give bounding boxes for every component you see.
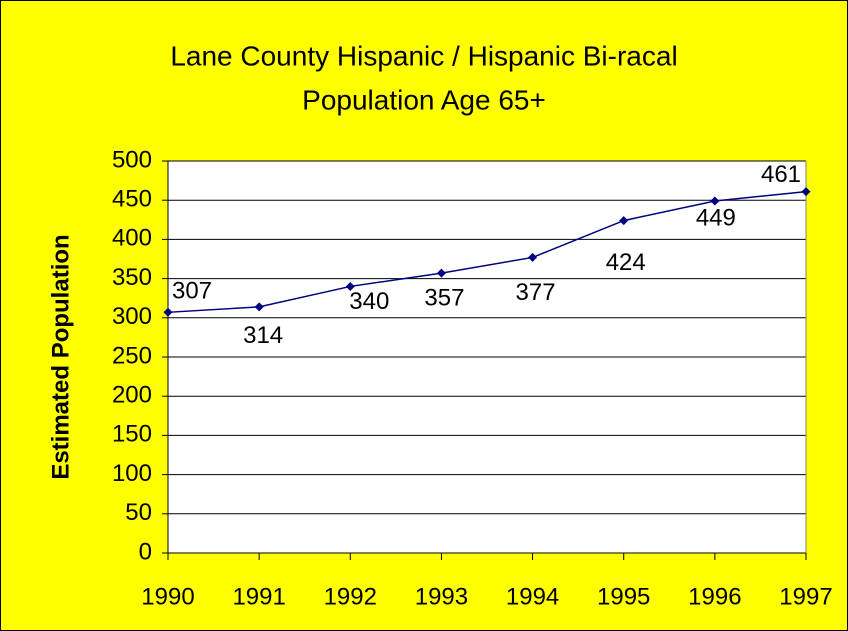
data-label: 449 (696, 204, 736, 231)
marker (528, 252, 538, 262)
y-tick-label: 0 (139, 538, 152, 565)
data-label: 461 (761, 161, 801, 188)
line (167, 190, 807, 314)
x-tick-label: 1994 (506, 583, 559, 610)
y-tick-label: 350 (112, 264, 152, 291)
marker (710, 196, 720, 206)
y-tick-label: 300 (112, 303, 152, 330)
data-label: 424 (606, 249, 646, 276)
y-tick-label: 400 (112, 225, 152, 252)
y-tick-label: 150 (112, 421, 152, 448)
x-tick-label: 1993 (415, 583, 468, 610)
x-tick-label: 1990 (141, 583, 194, 610)
marker (801, 187, 811, 197)
y-axis-label: Estimated Population (47, 234, 74, 479)
data-label: 340 (349, 288, 389, 315)
data-label: 377 (516, 279, 556, 306)
x-tick-label: 1996 (688, 583, 741, 610)
x-tick-label: 1995 (597, 583, 650, 610)
y-tick-label: 200 (112, 382, 152, 409)
y-tick-label: 100 (112, 460, 152, 487)
marker (436, 268, 446, 278)
marker (254, 302, 264, 312)
data-label: 357 (424, 284, 464, 311)
marker (345, 281, 355, 291)
y-tick-label: 50 (125, 499, 152, 526)
data-label: 314 (243, 322, 283, 349)
data-label: 307 (172, 278, 212, 305)
x-tick-label: 1992 (324, 583, 377, 610)
y-tick-label: 500 (112, 146, 152, 173)
marker (163, 307, 173, 317)
y-tick-label: 250 (112, 342, 152, 369)
marker (619, 216, 629, 226)
x-tick-label: 1991 (232, 583, 285, 610)
chart-title: Population Age 65+ (302, 84, 546, 115)
x-tick-label: 1997 (779, 583, 832, 610)
chart-title: Lane County Hispanic / Hispanic Bi-racal (170, 40, 677, 71)
y-tick-label: 450 (112, 186, 152, 213)
